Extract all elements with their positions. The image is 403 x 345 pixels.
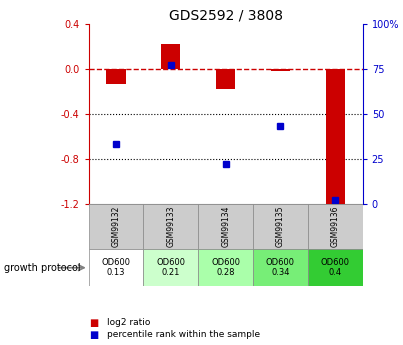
Bar <box>198 204 253 249</box>
Bar <box>89 249 143 286</box>
Bar <box>253 204 308 249</box>
Bar <box>198 249 253 286</box>
Bar <box>143 249 198 286</box>
Text: GSM99132: GSM99132 <box>112 206 120 247</box>
Text: percentile rank within the sample: percentile rank within the sample <box>107 330 260 339</box>
Bar <box>143 204 198 249</box>
Text: OD600
0.21: OD600 0.21 <box>156 258 185 277</box>
Text: log2 ratio: log2 ratio <box>107 318 150 327</box>
Text: GSM99135: GSM99135 <box>276 206 285 247</box>
Bar <box>308 249 363 286</box>
Bar <box>308 204 363 249</box>
Text: OD600
0.34: OD600 0.34 <box>266 258 295 277</box>
Bar <box>89 204 143 249</box>
Text: ■: ■ <box>89 318 98 327</box>
Text: OD600
0.28: OD600 0.28 <box>211 258 240 277</box>
Text: GSM99134: GSM99134 <box>221 206 230 247</box>
Bar <box>271 69 290 71</box>
Bar <box>253 249 308 286</box>
Text: growth protocol: growth protocol <box>4 263 81 273</box>
Bar <box>106 69 126 83</box>
Bar <box>161 44 181 69</box>
Text: GSM99133: GSM99133 <box>166 206 175 247</box>
Text: GSM99136: GSM99136 <box>331 206 340 247</box>
Text: ■: ■ <box>89 330 98 339</box>
Title: GDS2592 / 3808: GDS2592 / 3808 <box>169 9 283 23</box>
Bar <box>216 69 235 89</box>
Bar <box>326 69 345 204</box>
Text: OD600
0.4: OD600 0.4 <box>321 258 350 277</box>
Text: OD600
0.13: OD600 0.13 <box>102 258 131 277</box>
